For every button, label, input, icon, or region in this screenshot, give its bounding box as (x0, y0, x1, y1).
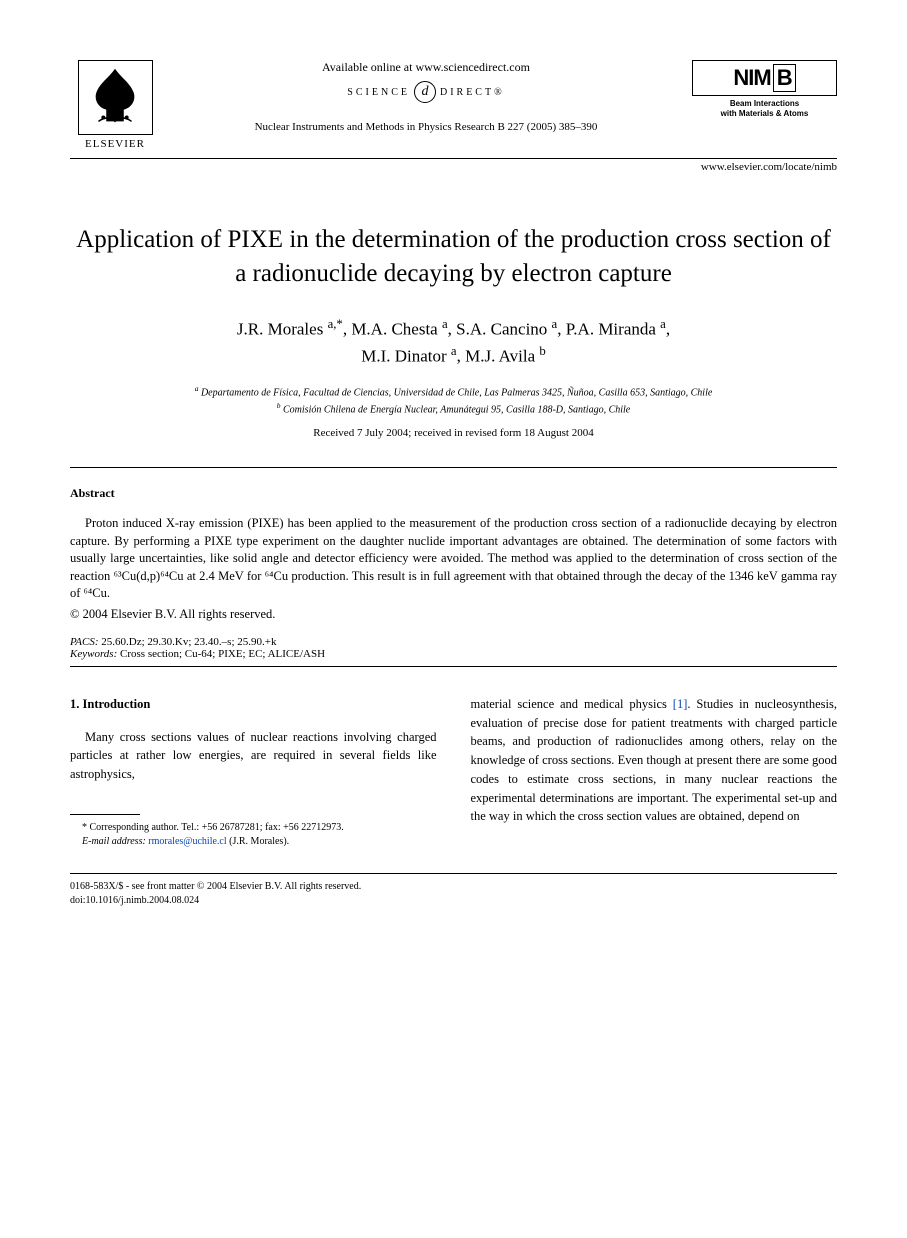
elsevier-tree-icon (78, 60, 153, 135)
article-title: Application of PIXE in the determination… (70, 223, 837, 291)
available-online-text: Available online at www.sciencedirect.co… (180, 60, 672, 75)
body-columns: 1. Introduction Many cross sections valu… (70, 695, 837, 849)
center-header: Available online at www.sciencedirect.co… (160, 60, 692, 133)
science-direct-right: DIRECT® (440, 87, 505, 98)
footnote-block: * Corresponding author. Tel.: +56 267872… (70, 821, 437, 849)
intro-right-before-ref: material science and medical physics (471, 697, 673, 711)
pacs-values: 25.60.Dz; 29.30.Kv; 23.40.–s; 25.90.+k (101, 636, 276, 648)
nimb-logo: NIMB (692, 60, 837, 96)
received-dates: Received 7 July 2004; received in revise… (70, 427, 837, 439)
email-label: E-mail address: (82, 836, 146, 847)
science-direct-logo: SCIENCE d DIRECT® (180, 81, 672, 103)
journal-reference: Nuclear Instruments and Methods in Physi… (180, 121, 672, 133)
affiliation-a: Departamento de Física, Facultad de Cien… (201, 387, 712, 398)
column-left: 1. Introduction Many cross sections valu… (70, 695, 437, 849)
nimb-logo-block: NIMB Beam Interactions with Materials & … (692, 60, 837, 118)
science-direct-left: SCIENCE (347, 87, 410, 98)
header-divider (70, 158, 837, 159)
abstract-top-rule (70, 467, 837, 468)
nimb-subtitle-1: Beam Interactions (692, 99, 837, 109)
intro-para-left: Many cross sections values of nuclear re… (70, 728, 437, 784)
nimb-b-letter: B (773, 64, 796, 92)
pacs-line: PACS: 25.60.Dz; 29.30.Kv; 23.40.–s; 25.9… (70, 636, 837, 648)
intro-right-after-ref: . Studies in nucleosynthesis, evaluation… (471, 697, 838, 824)
keywords-label: Keywords: (70, 648, 117, 660)
abstract-heading: Abstract (70, 486, 837, 501)
citation-link-1[interactable]: [1] (673, 697, 688, 711)
corresponding-author: * Corresponding author. Tel.: +56 267872… (70, 821, 437, 835)
pacs-label: PACS: (70, 636, 99, 648)
email-line: E-mail address: rmorales@uchile.cl (J.R.… (70, 835, 437, 849)
at-symbol-icon: d (414, 81, 436, 103)
abstract-bottom-rule (70, 666, 837, 667)
email-link[interactable]: rmorales@uchile.cl (148, 836, 226, 847)
footer-rule (70, 873, 837, 874)
intro-para-right: material science and medical physics [1]… (471, 695, 838, 826)
email-author: (J.R. Morales). (229, 836, 289, 847)
nimb-main-text: NIM (733, 65, 770, 90)
nimb-subtitle-2: with Materials & Atoms (692, 109, 837, 119)
header-row: ELSEVIER Available online at www.science… (70, 60, 837, 150)
affiliation-b: Comisión Chilena de Energía Nuclear, Amu… (283, 404, 630, 415)
footer-line-2: doi:10.1016/j.nimb.2004.08.024 (70, 894, 837, 908)
elsevier-logo-block: ELSEVIER (70, 60, 160, 150)
footer-line-1: 0168-583X/$ - see front matter © 2004 El… (70, 880, 837, 894)
column-right: material science and medical physics [1]… (471, 695, 838, 849)
abstract-body: Proton induced X-ray emission (PIXE) has… (70, 515, 837, 603)
affiliations: a Departamento de Física, Facultad de Ci… (70, 383, 837, 418)
journal-url[interactable]: www.elsevier.com/locate/nimb (70, 161, 837, 173)
authors-list: J.R. Morales a,*, M.A. Chesta a, S.A. Ca… (70, 315, 837, 369)
keywords-line: Keywords: Cross section; Cu-64; PIXE; EC… (70, 648, 837, 660)
elsevier-label: ELSEVIER (70, 138, 160, 150)
intro-heading: 1. Introduction (70, 695, 437, 714)
keywords-values: Cross section; Cu-64; PIXE; EC; ALICE/AS… (120, 648, 325, 660)
abstract-copyright: © 2004 Elsevier B.V. All rights reserved… (70, 607, 837, 622)
footnote-rule (70, 814, 140, 815)
